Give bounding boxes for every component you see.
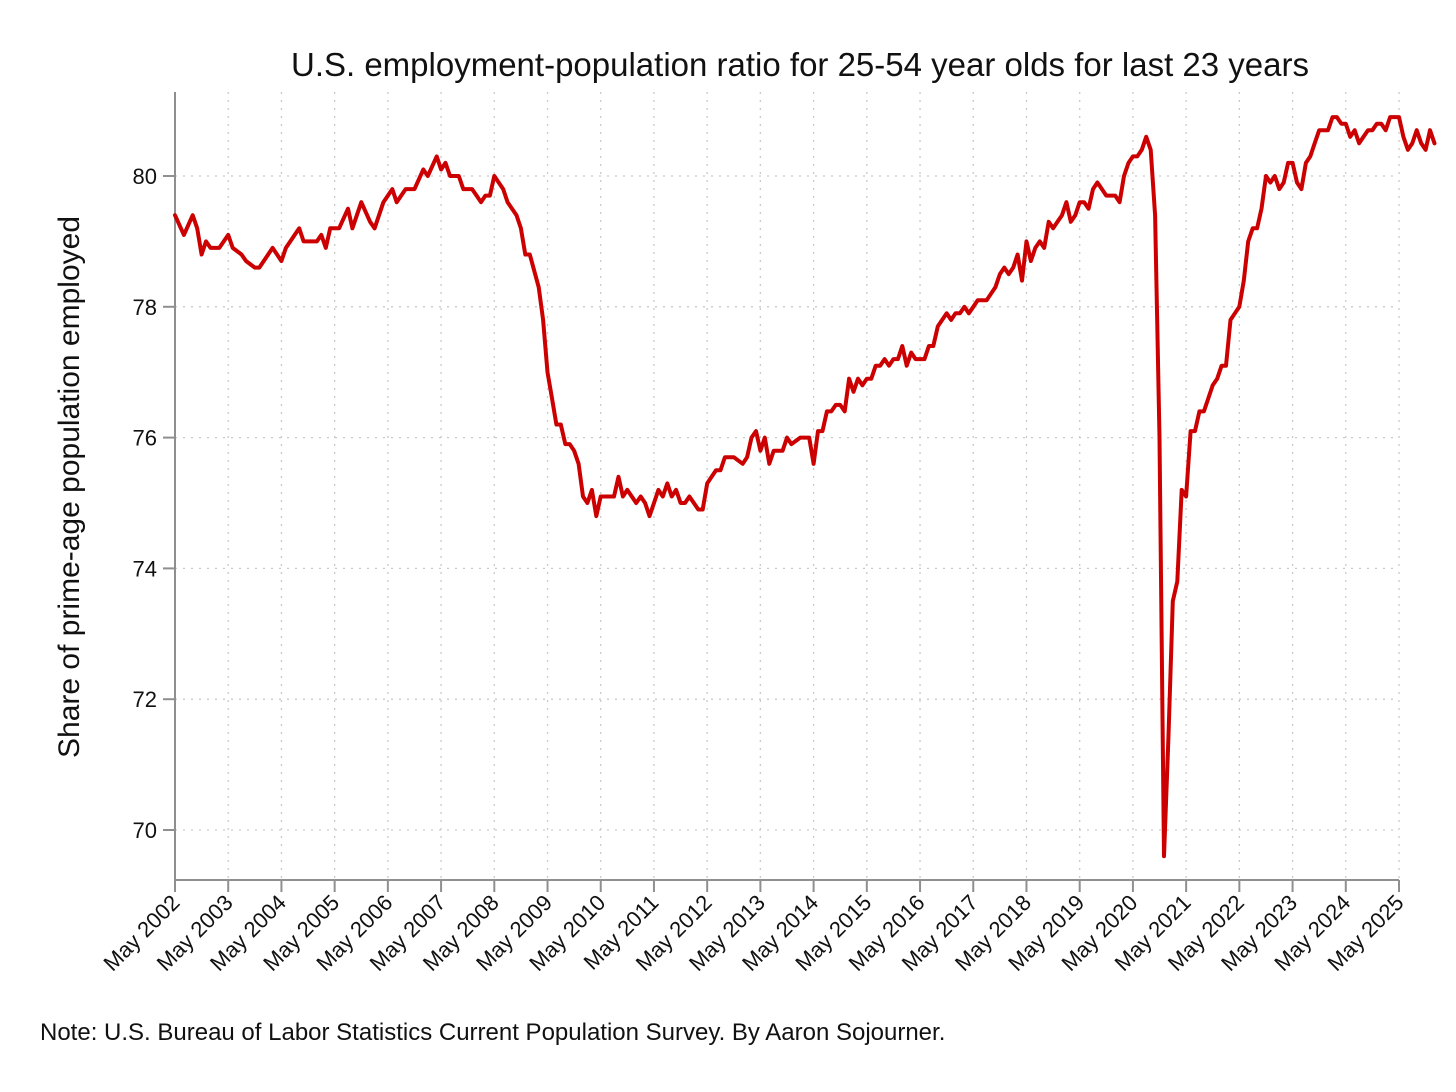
- y-axis-label: Share of prime-age population employed: [53, 216, 86, 758]
- series-line: [173, 115, 1437, 859]
- y-tick-label: 80: [133, 164, 157, 189]
- y-tick-label: 70: [133, 818, 157, 843]
- y-tick-label: 74: [133, 556, 157, 581]
- data-series: [173, 115, 1437, 859]
- y-tick-label: 72: [133, 687, 157, 712]
- y-tick-label: 78: [133, 295, 157, 320]
- y-tick-label: 76: [133, 426, 157, 451]
- gridlines: [174, 92, 1400, 878]
- chart-title: U.S. employment-population ratio for 25-…: [291, 46, 1309, 83]
- source-note: Note: U.S. Bureau of Labor Statistics Cu…: [40, 1019, 945, 1046]
